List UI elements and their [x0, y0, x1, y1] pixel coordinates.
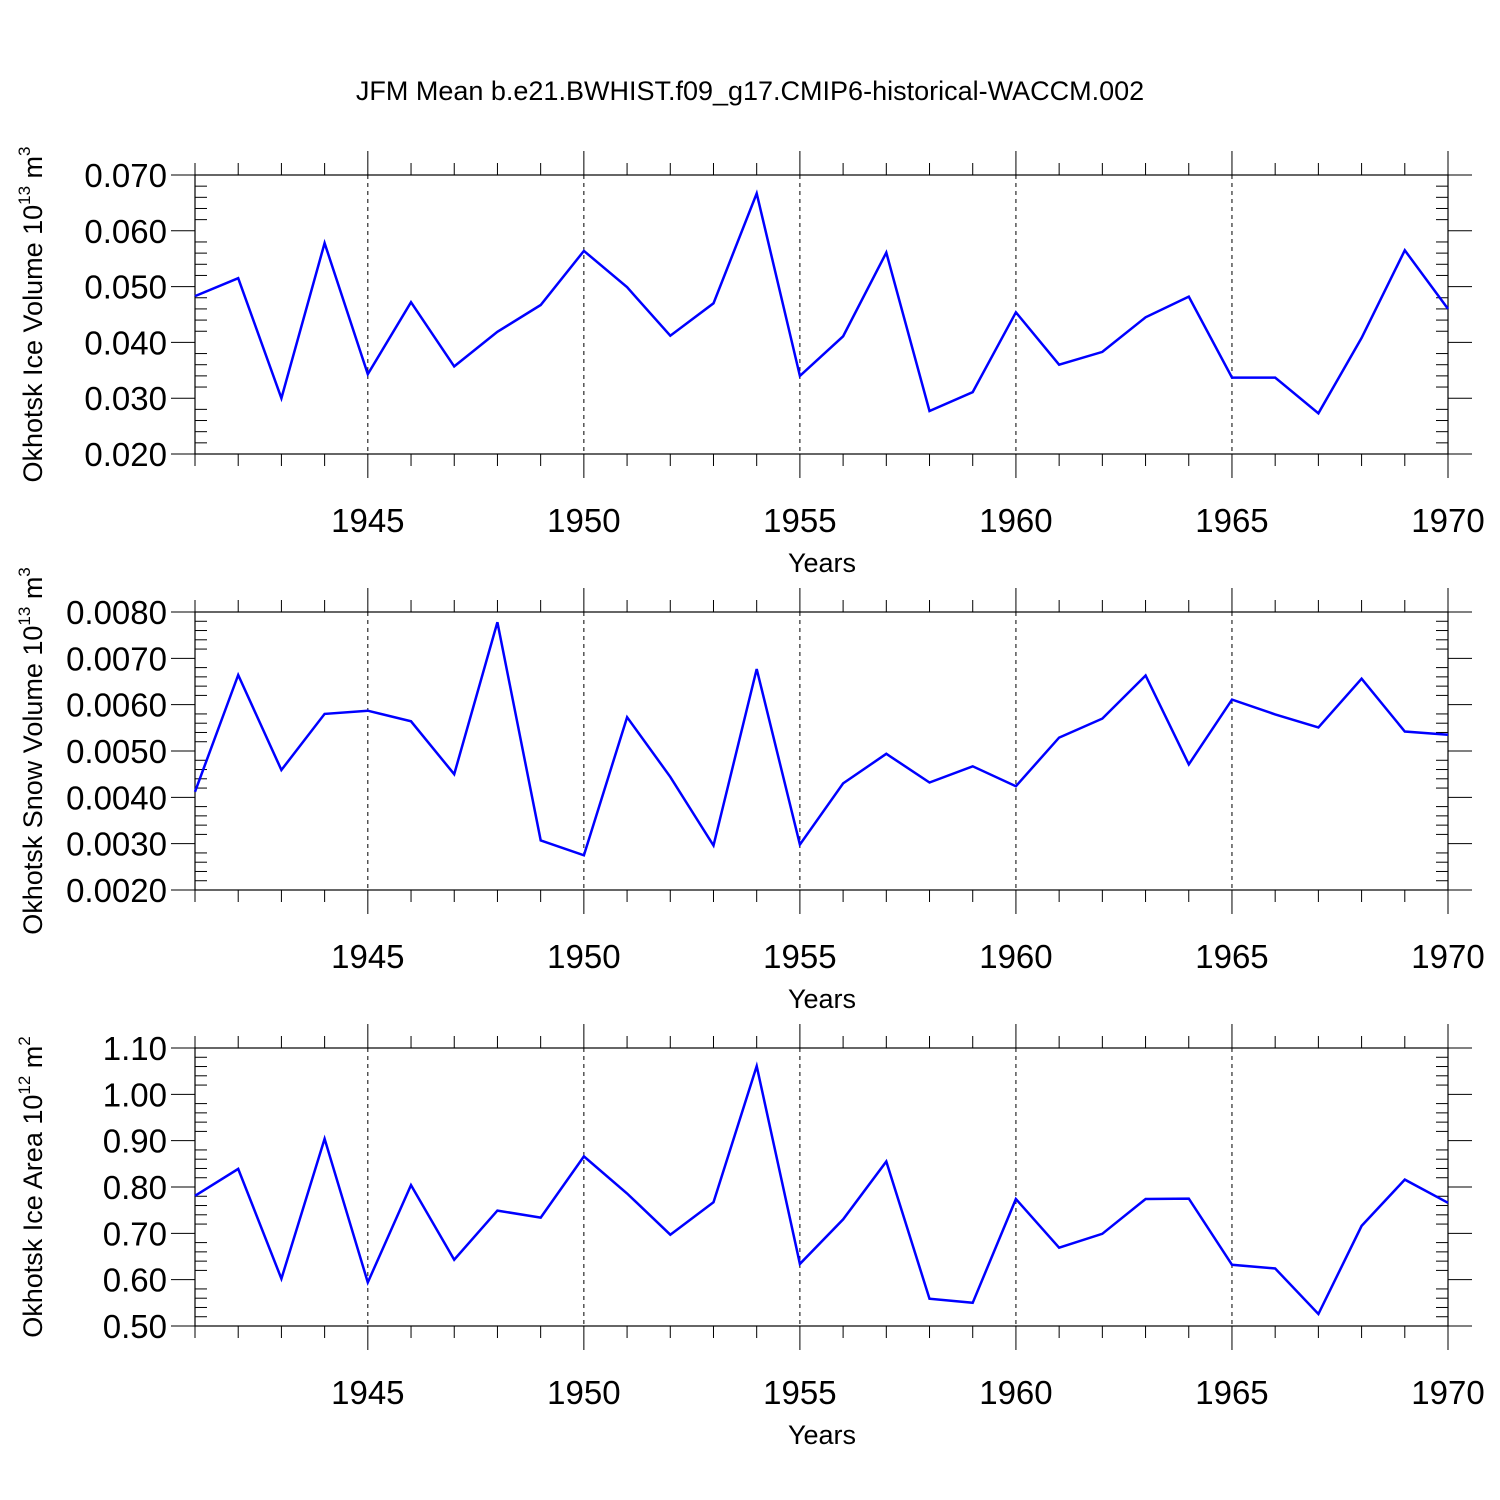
- y-tick-label: 0.030: [84, 380, 167, 417]
- y-tick-label: 0.60: [103, 1262, 167, 1299]
- plot-frame: [194, 1047, 1449, 1327]
- y-tick-label: 0.80: [103, 1169, 167, 1206]
- y-tick-label: 0.0060: [66, 687, 167, 724]
- y-axis-label-unit: m: [18, 156, 48, 186]
- y-axis-label-exponent: 13: [15, 186, 34, 205]
- x-tick-label: 1960: [979, 1374, 1052, 1411]
- x-tick-label: 1970: [1411, 1374, 1484, 1411]
- y-tick-label: 0.50: [103, 1308, 167, 1345]
- x-tick-label: 1950: [547, 1374, 620, 1411]
- y-axis-label-unit-exponent: 2: [15, 1036, 34, 1045]
- y-tick-label: 0.0080: [66, 594, 167, 631]
- y-tick-label: 0.0070: [66, 640, 167, 677]
- x-tick-label: 1970: [1411, 502, 1484, 539]
- y-axis-label-main: Okhotsk Snow Volume 10: [18, 626, 48, 935]
- y-axis-label: Okhotsk Ice Area 1012 m2: [15, 1036, 48, 1338]
- x-axis-label: Years: [788, 548, 856, 578]
- series-line: [193, 621, 1449, 857]
- y-tick-label: 0.020: [84, 436, 167, 473]
- x-tick-label: 1950: [547, 938, 620, 975]
- figure-title: JFM Mean b.e21.BWHIST.f09_g17.CMIP6-hist…: [356, 76, 1144, 106]
- panels: 0.020 0.030 0.040 0.050 0.060 0.070 1945 1950 19…: [15, 146, 1485, 1450]
- y-axis-label-unit-exponent: 3: [15, 567, 34, 576]
- y-axis-label-unit-exponent: 3: [15, 146, 34, 155]
- y-tick-label: 0.0030: [66, 826, 167, 863]
- x-tick-label: 1965: [1195, 502, 1268, 539]
- x-axis-label: Years: [788, 1420, 856, 1450]
- y-tick-label: 0.050: [84, 269, 167, 306]
- y-tick-label: 0.70: [103, 1215, 167, 1252]
- x-tick-label: 1945: [331, 502, 404, 539]
- series-line: [194, 1061, 1449, 1317]
- y-axis-label-main: Okhotsk Ice Area 10: [18, 1095, 48, 1338]
- plot-frame: [194, 174, 1449, 455]
- x-tick-label: 1955: [763, 502, 836, 539]
- y-axis-label: Okhotsk Ice Volume 1013 m3: [15, 146, 48, 482]
- x-tick-label: 1965: [1195, 938, 1268, 975]
- y-tick-label: 1.10: [103, 1030, 167, 1067]
- y-tick-label: 0.0050: [66, 733, 167, 770]
- panel-1: 0.020 0.030 0.040 0.050 0.060 0.070 1945 1950 19…: [15, 146, 1485, 578]
- panel-3: 0.50 0.60 0.70 0.80 0.90 1.00 1.10 1945 1950 1955…: [15, 1024, 1485, 1450]
- x-tick-label: 1960: [979, 502, 1052, 539]
- x-tick-label: 1965: [1195, 1374, 1268, 1411]
- y-tick-label: 1.00: [103, 1076, 167, 1113]
- panel-2: 0.0020 0.0030 0.0040 0.0050 0.0060 0.0070 0.00…: [15, 567, 1485, 1014]
- x-axis-label: Years: [788, 984, 856, 1014]
- y-tick-label: 0.0040: [66, 779, 167, 816]
- y-axis-label-main: Okhotsk Ice Volume 10: [18, 205, 48, 483]
- x-tick-label: 1955: [763, 938, 836, 975]
- x-tick-label: 1945: [331, 1374, 404, 1411]
- y-tick-label: 0.90: [103, 1123, 167, 1160]
- y-axis-label: Okhotsk Snow Volume 1013 m3: [15, 567, 48, 935]
- plot-frame: [194, 611, 1449, 891]
- x-tick-label: 1955: [763, 1374, 836, 1411]
- y-tick-label: 0.040: [84, 324, 167, 361]
- y-axis-label-exponent: 12: [15, 1076, 34, 1095]
- y-tick-label: 0.060: [84, 213, 167, 250]
- y-tick-label: 0.0020: [66, 872, 167, 909]
- y-axis-label-exponent: 13: [15, 607, 34, 626]
- series-line: [194, 189, 1450, 416]
- x-tick-label: 1950: [547, 502, 620, 539]
- x-tick-label: 1970: [1411, 938, 1484, 975]
- y-tick-label: 0.070: [84, 157, 167, 194]
- y-axis-label-unit: m: [18, 577, 48, 607]
- x-tick-label: 1960: [979, 938, 1052, 975]
- x-tick-label: 1945: [331, 938, 404, 975]
- y-axis-label-unit: m: [18, 1046, 48, 1076]
